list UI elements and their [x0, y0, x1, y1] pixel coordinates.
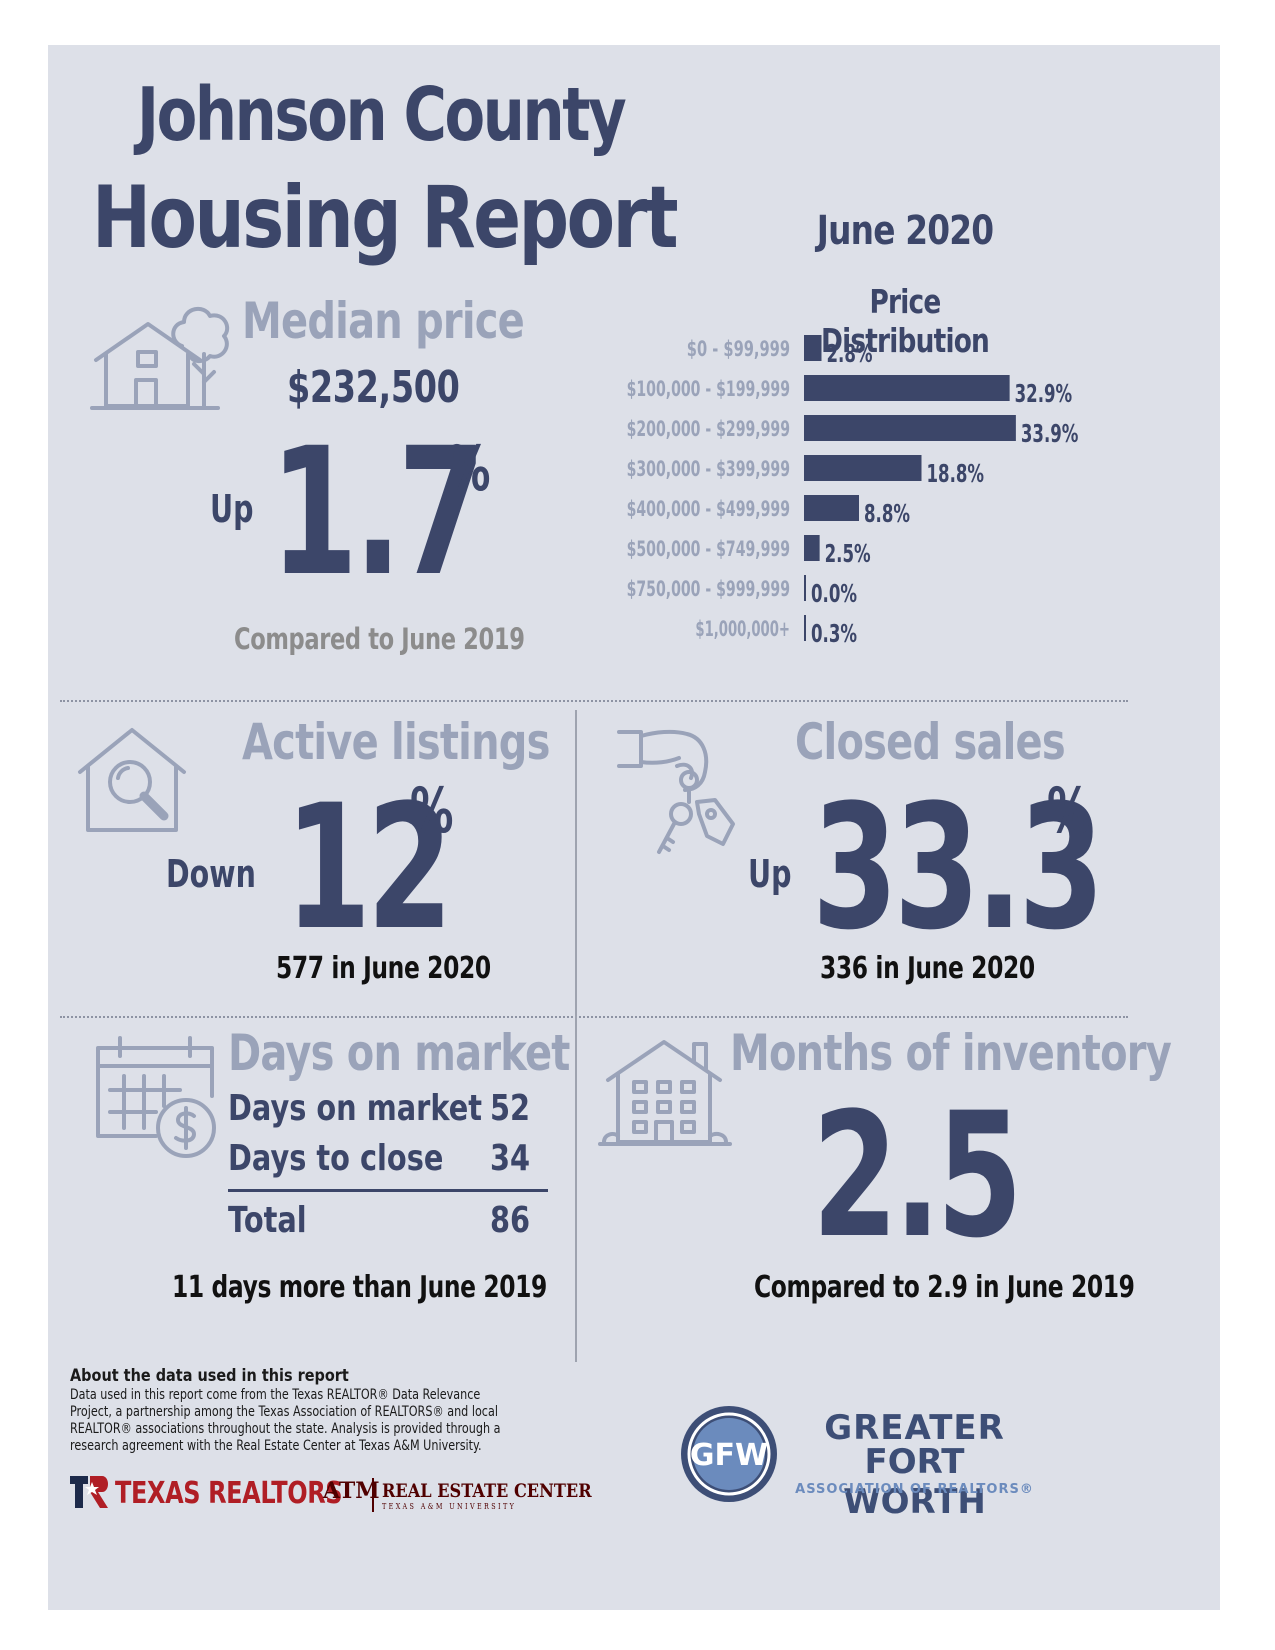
closed-sales-percent: % — [1047, 774, 1091, 847]
months-inventory-note: Compared to 2.9 in June 2019 — [754, 1270, 1135, 1305]
price-value-label: 2.5% — [825, 539, 871, 568]
price-value-label: 2.8% — [827, 339, 873, 368]
price-bar — [804, 375, 1010, 401]
dom-total-value: 86 — [489, 1200, 530, 1241]
house-search-icon — [76, 726, 188, 838]
price-category-label: $0 - $99,999 — [687, 337, 790, 361]
divider-middle — [60, 1016, 1128, 1018]
price-distribution-chart: $0 - $99,999 2.8% $100,000 - $199,999 32.9%… — [627, 335, 1079, 648]
price-category-label: $400,000 - $499,999 — [627, 497, 790, 521]
hand-key-icon — [615, 728, 740, 862]
closed-sales-heading: Closed sales — [795, 713, 1066, 771]
price-category-label: $750,000 - $999,999 — [627, 577, 790, 601]
days-on-market-heading: Days on market — [228, 1024, 570, 1082]
dom-row-value: 52 — [489, 1088, 530, 1129]
report-title-line2: Housing Report — [92, 168, 679, 268]
closed-sales-direction: Up — [748, 852, 792, 896]
active-listings-heading: Active listings — [242, 713, 550, 771]
months-inventory-value: 2.5 — [812, 1075, 1023, 1276]
dom-row-label: Days on market — [228, 1088, 483, 1129]
price-bar — [804, 615, 806, 641]
price-category-label: $100,000 - $199,999 — [627, 377, 790, 401]
price-bar — [804, 535, 820, 561]
price-value-label: 18.8% — [927, 459, 985, 488]
price-value-label: 0.0% — [811, 579, 857, 608]
divider-top — [60, 700, 1128, 702]
dom-total-label: Total — [228, 1200, 307, 1241]
price-bar — [804, 415, 1016, 441]
days-on-market-note: 11 days more than June 2019 — [172, 1270, 547, 1305]
total-rule — [228, 1189, 548, 1192]
gfw-emblem-icon: GFW — [678, 1403, 780, 1509]
median-price-direction: Up — [210, 487, 254, 531]
active-listings-note: 577 in June 2020 — [276, 951, 491, 986]
price-value-label: 8.8% — [864, 499, 910, 528]
report-panel — [48, 45, 1220, 1610]
closed-sales-change: 33.3 — [812, 767, 1105, 968]
price-distribution-heading: Price Distribution — [820, 282, 990, 360]
median-price-change: 1.7 — [270, 410, 486, 615]
calendar-dollar-icon — [94, 1036, 220, 1164]
divider-vertical — [575, 710, 577, 1362]
dom-row-value: 34 — [489, 1138, 530, 1179]
real-estate-center-wordmark: REAL ESTATE CENTER — [382, 1480, 592, 1502]
price-value-label: 33.9% — [1021, 419, 1079, 448]
apartment-building-icon — [598, 1036, 732, 1156]
gfw-monogram: GFW — [690, 1438, 768, 1473]
texas-realtors-logo-icon — [70, 1474, 110, 1514]
median-price-percent: % — [447, 432, 491, 505]
house-tree-icon — [90, 302, 235, 418]
price-bar — [804, 335, 822, 361]
about-body: Data used in this report come from the T… — [70, 1387, 501, 1454]
price-category-label: $200,000 - $299,999 — [627, 417, 790, 441]
price-category-label: $1,000,000+ — [695, 617, 790, 641]
gfw-wordmark-line1: GREATER — [824, 1408, 1005, 1448]
report-month: June 2020 — [816, 208, 994, 254]
median-price-heading: Median price — [242, 292, 525, 350]
price-bar — [804, 455, 922, 481]
median-price-value: $232,500 — [287, 362, 460, 413]
texas-realtors-wordmark: TEXAS REALTORS — [115, 1476, 343, 1511]
price-value-label: 0.3% — [811, 619, 857, 648]
months-inventory-heading: Months of inventory — [730, 1024, 1172, 1082]
rec-logo-divider — [372, 1478, 374, 1512]
dom-row-label: Days to close — [228, 1138, 444, 1179]
price-value-label: 32.9% — [1015, 379, 1073, 408]
gfw-wordmark-line3: ASSOCIATION OF REALTORS® — [795, 1482, 1034, 1497]
gfw-wordmark-line2: FORT WORTH — [843, 1442, 986, 1522]
active-listings-percent: % — [410, 774, 454, 847]
tamu-logo: ATM — [323, 1478, 380, 1504]
active-listings-direction: Down — [166, 852, 256, 896]
price-category-label: $300,000 - $399,999 — [627, 457, 790, 481]
closed-sales-note: 336 in June 2020 — [820, 951, 1035, 986]
price-bar — [804, 495, 859, 521]
about-title: About the data used in this report — [70, 1366, 349, 1386]
median-price-note: Compared to June 2019 — [234, 622, 525, 656]
report-title-line1: Johnson County — [137, 72, 627, 158]
active-listings-change: 12 — [285, 767, 453, 968]
price-bar — [804, 575, 806, 601]
real-estate-center-subtitle: TEXAS A&M UNIVERSITY — [382, 1502, 517, 1511]
price-category-label: $500,000 - $749,999 — [627, 537, 790, 561]
